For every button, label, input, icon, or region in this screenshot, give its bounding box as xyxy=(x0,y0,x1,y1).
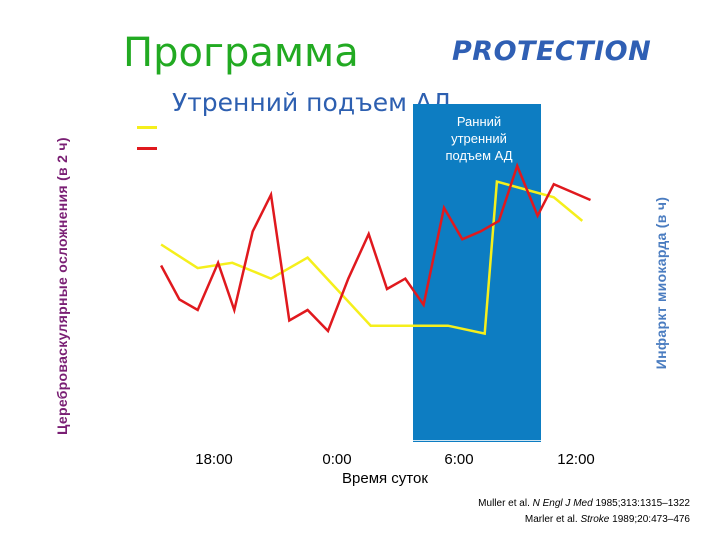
morning-surge-band xyxy=(413,104,541,442)
series-line-yellow xyxy=(160,179,584,336)
reference-1: Muller et al. N Engl J Med 1985;313:1315… xyxy=(478,498,690,509)
legend-swatch-red xyxy=(137,147,157,150)
band-baseline xyxy=(413,440,541,441)
brand-logo: PROTECTION xyxy=(452,36,652,67)
reference-2-journal: Stroke xyxy=(580,514,610,525)
reference-1-detail: 1985;313:1315–1322 xyxy=(595,498,690,509)
x-tick-label: 0:00 xyxy=(322,451,352,468)
morning-surge-label: Ранний утренний подъем АД xyxy=(445,114,513,163)
legend-swatch-yellow xyxy=(137,126,157,129)
x-tick-label: 18:00 xyxy=(195,451,233,468)
reference-1-authors: Muller et al. xyxy=(478,498,530,509)
series-line-red xyxy=(159,162,591,334)
y-axis-label-right: Инфаркт миокарда (в ч) xyxy=(653,196,669,370)
chart-subtitle: Утренний подъем АД xyxy=(172,88,452,117)
x-tick-label: 12:00 xyxy=(557,451,595,468)
reference-2-detail: 1989;20:473–476 xyxy=(612,514,690,525)
x-tick-label: 6:00 xyxy=(444,451,474,468)
reference-1-journal: N Engl J Med xyxy=(532,498,593,509)
x-axis-label: Время суток xyxy=(342,470,428,487)
y-axis-label-left: Цереброваскулярные осложнения (в 2 ч) xyxy=(54,137,70,435)
reference-2-authors: Marler et al. xyxy=(524,514,578,525)
reference-2: Marler et al. Stroke 1989;20:473–476 xyxy=(525,514,690,525)
slide-title: Программа xyxy=(123,30,359,76)
